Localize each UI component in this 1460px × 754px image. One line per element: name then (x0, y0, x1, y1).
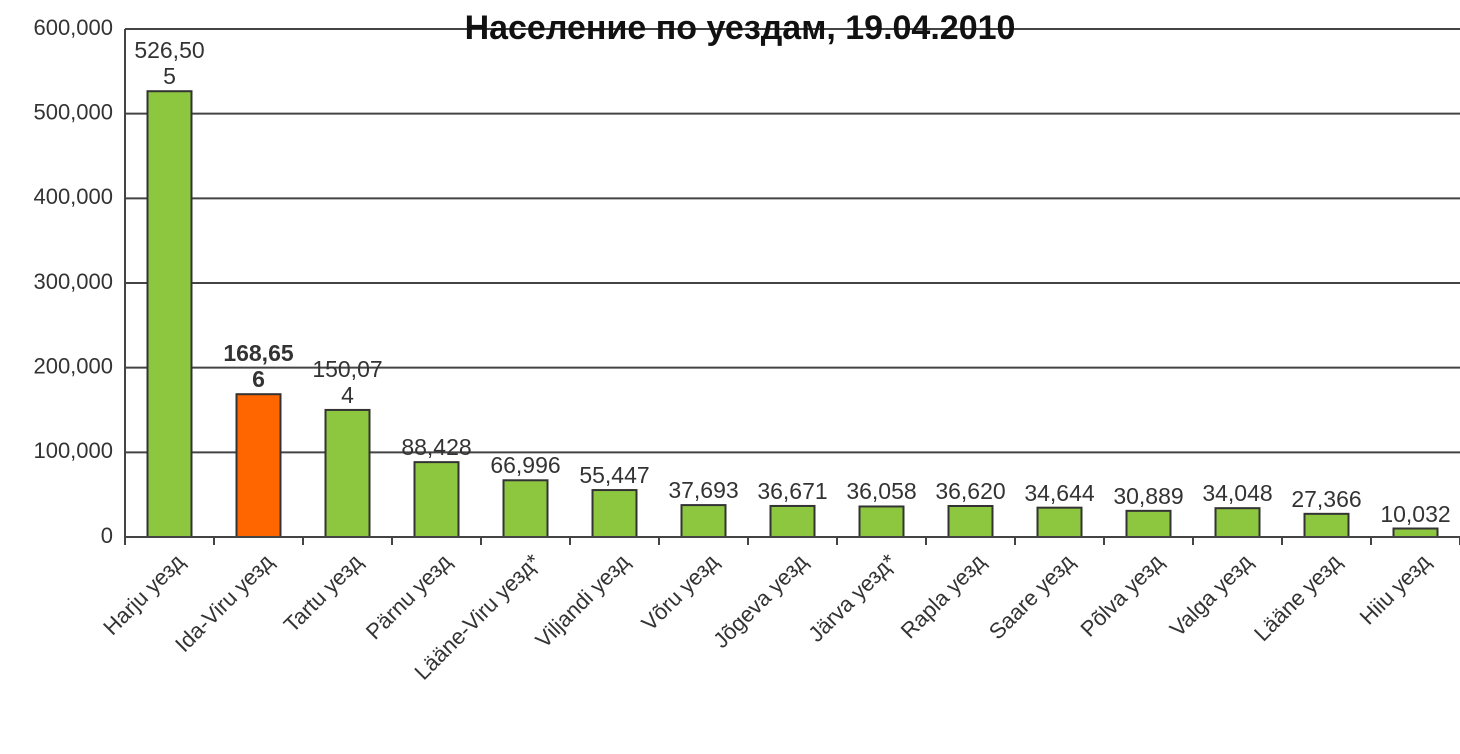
x-tick-label: Jõgeva уезд (708, 549, 812, 653)
y-tick-label: 600,000 (33, 15, 113, 40)
x-tick-label: Lääne уезд (1249, 549, 1346, 646)
value-label: 66,996 (490, 452, 561, 479)
x-tick-label: Hiiu уезд (1355, 549, 1436, 630)
bar (235, 393, 282, 538)
x-tick-label: Põlva уезд (1075, 549, 1168, 642)
value-label-box: 34,048 (1202, 480, 1273, 507)
y-tick-label: 400,000 (33, 184, 113, 209)
y-tick-label: 200,000 (33, 353, 113, 378)
y-tick-label: 100,000 (33, 438, 113, 463)
value-label-box: 10,032 (1380, 500, 1451, 527)
x-tick-label: Rapla уезд (896, 549, 991, 644)
bar (146, 90, 193, 538)
value-label: 88,428 (401, 434, 472, 461)
value-label: 55,447 (579, 462, 650, 489)
x-tick-label: Viljandi уезд (530, 549, 634, 653)
value-label-box: 37,693 (668, 477, 739, 504)
value-label: 36,620 (935, 477, 1006, 504)
value-label-box: 27,366 (1291, 485, 1362, 512)
bar (1125, 509, 1172, 539)
bar (680, 504, 727, 538)
x-tick-label: Valga уезд (1165, 549, 1258, 642)
value-label-box: 150,074 (312, 355, 383, 408)
x-tick-label: Võru уезд (637, 549, 724, 636)
chart-title: Население по уездам, 19.04.2010 (465, 9, 1016, 47)
value-label-box: 36,058 (846, 478, 917, 505)
value-label: 27,366 (1291, 485, 1362, 512)
value-label-box: 66,996 (490, 452, 561, 479)
bar (769, 504, 816, 538)
value-label: 10,032 (1380, 500, 1451, 527)
value-label-box: 30,889 (1113, 482, 1184, 509)
x-tick-label: Saare уезд (984, 549, 1079, 644)
bar (502, 479, 549, 539)
y-tick-label: 500,000 (33, 99, 113, 124)
bar (324, 408, 371, 538)
bar (1303, 512, 1350, 539)
value-label-box: 55,447 (579, 462, 650, 489)
value-label: 526,505 (134, 37, 205, 90)
value-label-box: 34,644 (1024, 479, 1095, 506)
value-label: 36,058 (846, 478, 917, 505)
bar (947, 504, 994, 538)
x-tick-label: Järva уезд* (803, 549, 901, 647)
bar (858, 505, 905, 538)
value-label-box: 36,620 (935, 477, 1006, 504)
value-label-box: 36,671 (757, 477, 828, 504)
x-tick-label: Pärnu уезд (361, 549, 456, 644)
bar (1036, 506, 1083, 539)
y-tick-label: 0 (101, 523, 113, 548)
x-tick-label: Tartu уезд (279, 549, 367, 637)
value-label: 36,671 (757, 477, 828, 504)
value-label-box: 168,656 (223, 340, 294, 393)
y-tick-label: 300,000 (33, 269, 113, 294)
value-label-box: 88,428 (401, 434, 472, 461)
value-label: 37,693 (668, 477, 739, 504)
bar (591, 489, 638, 538)
value-label: 30,889 (1113, 482, 1184, 509)
value-label: 34,644 (1024, 479, 1095, 506)
value-label: 168,656 (223, 340, 294, 393)
bar (1392, 527, 1439, 538)
bar (413, 461, 460, 538)
bar (1214, 507, 1261, 539)
value-label: 34,048 (1202, 480, 1273, 507)
value-label: 150,074 (312, 355, 383, 408)
value-label-box: 526,505 (134, 37, 205, 90)
x-tick-label: Harju уезд (98, 549, 189, 640)
